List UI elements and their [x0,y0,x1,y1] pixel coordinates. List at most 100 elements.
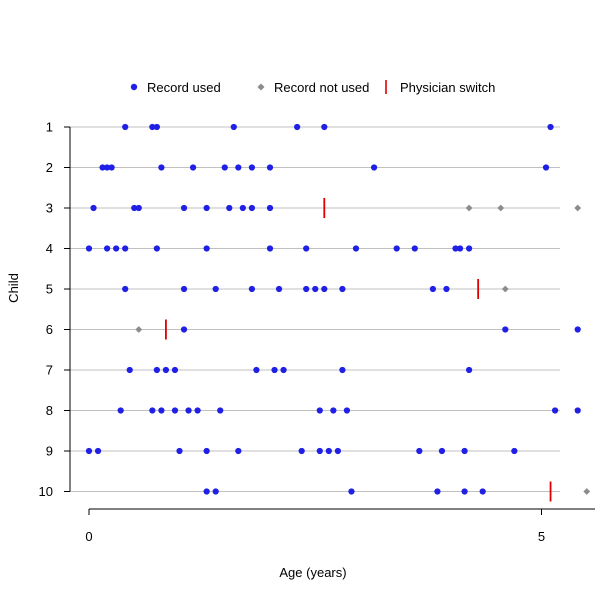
x-axis-label: Age (years) [279,565,346,580]
y-tick-label-1: 1 [46,120,53,135]
point-used-child-6-2 [574,326,581,333]
y-tick-label-2: 2 [46,160,53,175]
point-used-child-8-6 [217,407,224,414]
point-used-child-3-1 [131,204,138,212]
point-used-child-2-10 [542,164,550,171]
point-used-child-2-2 [108,164,115,171]
point-used-child-7-2 [162,366,170,374]
point-used-child-5-6 [312,285,319,293]
point-used-child-5-5 [303,285,310,293]
y-tick-label-4: 4 [46,241,53,256]
point-not-used-child-3-1 [497,204,505,212]
point-used-child-2-3 [158,164,165,171]
point-used-child-7-3 [171,366,179,374]
point-used-child-2-8 [266,164,274,171]
point-used-child-7-6 [280,366,287,374]
y-tick-label-5: 5 [46,282,53,297]
point-used-child-8-7 [316,407,323,414]
point-used-child-5-1 [180,285,188,293]
point-used-child-8-0 [117,407,124,414]
point-used-child-8-5 [194,407,201,414]
point-used-child-1-4 [294,123,301,131]
point-not-used-child-5-0 [501,285,509,293]
point-used-child-4-4 [153,245,160,252]
point-used-child-10-0 [203,488,210,495]
point-used-child-3-3 [180,204,188,212]
point-used-child-3-8 [266,204,274,212]
point-used-child-9-0 [85,447,93,455]
point-used-child-1-1 [149,123,156,131]
point-used-child-8-9 [343,407,351,414]
point-used-child-6-0 [180,326,188,333]
point-used-child-10-5 [479,488,486,495]
point-used-child-5-3 [248,285,255,293]
point-used-child-9-11 [461,447,468,455]
point-used-child-7-7 [339,366,346,374]
point-used-child-2-9 [370,164,378,171]
point-used-child-4-7 [303,245,310,252]
point-used-child-9-12 [511,447,518,455]
point-used-child-7-1 [153,366,160,374]
point-used-child-1-6 [547,123,554,131]
point-used-child-3-4 [203,204,210,212]
y-tick-label-3: 3 [46,201,53,216]
point-used-child-6-1 [502,326,509,333]
point-used-child-2-4 [189,164,197,171]
point-used-child-4-2 [113,245,120,252]
point-used-child-2-6 [235,164,242,171]
point-used-child-1-2 [153,123,160,131]
point-used-child-7-0 [126,366,133,374]
point-used-child-8-1 [149,407,156,414]
point-used-child-5-7 [321,285,328,293]
point-used-child-2-1 [104,164,111,171]
point-used-child-10-2 [348,488,355,495]
point-used-child-4-12 [456,245,464,252]
y-tick-label-7: 7 [46,363,53,378]
point-used-child-9-6 [316,447,323,455]
point-used-child-7-4 [253,366,260,374]
point-used-child-8-3 [171,407,179,414]
point-used-child-4-8 [352,245,360,252]
point-used-child-2-5 [221,164,228,171]
point-used-child-8-11 [574,407,581,414]
point-used-child-9-2 [176,447,183,455]
point-used-child-8-2 [158,407,165,414]
point-used-child-1-0 [122,123,129,131]
point-used-child-4-13 [466,245,473,252]
point-used-child-3-5 [226,204,233,212]
point-used-child-9-10 [438,447,446,455]
legend-marker-not-used [257,83,265,91]
point-used-child-1-3 [230,123,237,131]
point-used-child-5-8 [339,285,346,293]
point-used-child-8-4 [185,407,192,414]
point-used-child-10-3 [434,488,441,495]
point-used-child-3-7 [248,204,255,212]
point-used-child-2-7 [248,164,255,171]
data-marks [85,123,591,502]
legend-label-not-used: Record not used [274,80,369,95]
point-used-child-9-9 [416,447,423,455]
point-used-child-9-8 [334,447,341,455]
point-used-child-3-2 [135,204,142,212]
point-not-used-child-3-0 [465,204,473,212]
point-used-child-9-4 [235,447,242,455]
y-tick-label-9: 9 [46,444,53,459]
point-used-child-10-4 [461,488,468,495]
point-not-used-child-6-0 [135,326,143,333]
point-used-child-3-6 [239,204,246,212]
x-axis: 051015 [85,508,595,544]
point-used-child-5-10 [443,285,450,293]
point-not-used-child-10-0 [583,488,591,495]
point-used-child-4-11 [452,245,459,252]
point-used-child-1-5 [321,123,328,131]
point-used-child-4-3 [122,245,129,252]
point-used-child-5-4 [275,285,283,293]
point-used-child-5-2 [212,285,219,293]
point-used-child-5-0 [122,285,129,293]
x-tick-label-5: 5 [538,529,545,544]
y-tick-label-10: 10 [39,484,53,499]
x-tick-label-0: 0 [85,529,92,544]
point-used-child-10-1 [212,488,219,495]
y-tick-label-8: 8 [46,403,53,418]
